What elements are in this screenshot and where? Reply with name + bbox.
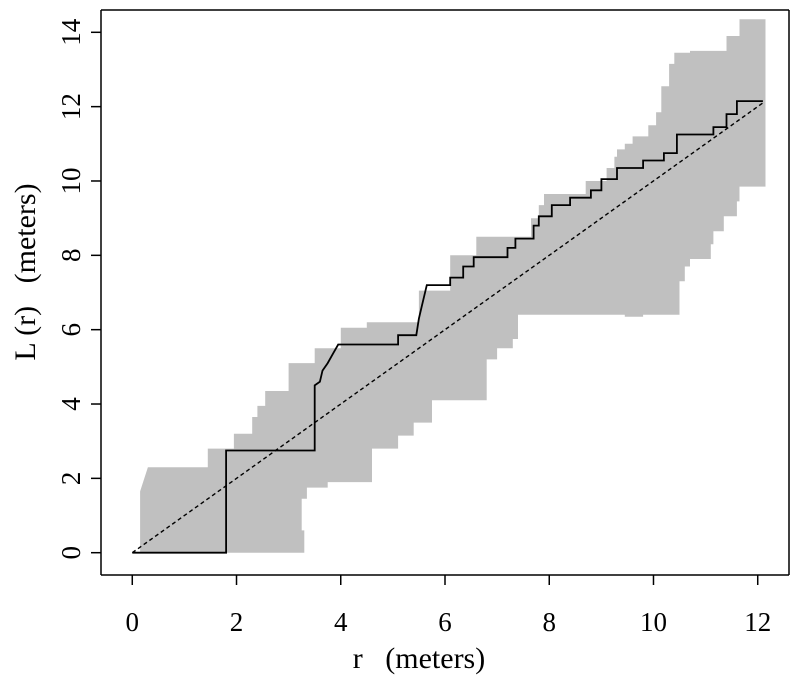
x-tick-label: 12 [744, 607, 771, 637]
y-tick-label: 8 [56, 249, 86, 262]
x-tick-label: 6 [438, 607, 452, 637]
y-tick-label: 0 [56, 546, 86, 560]
x-axis-title: r (meters) [353, 642, 485, 675]
x-tick-label: 10 [640, 607, 667, 637]
y-tick-label: 14 [56, 18, 86, 46]
y-tick-label: 6 [56, 323, 86, 337]
plot-layer [131, 19, 766, 554]
y-tick-label: 10 [56, 168, 86, 195]
observed-line [132, 100, 763, 554]
x-tick-label: 0 [126, 607, 140, 637]
ticks: 0 2 4 6 8 10 12 0 2 4 6 8 10 12 14 [56, 18, 771, 637]
y-tick-label: 4 [56, 397, 86, 411]
y-axis-title: L (r) (meters) [9, 183, 42, 360]
x-tick-label: 8 [542, 607, 556, 637]
y-tick-label: 2 [56, 472, 86, 486]
expected-line [131, 102, 764, 554]
x-tick-label: 4 [334, 607, 348, 637]
confidence-envelope [140, 19, 766, 553]
x-tick-label: 2 [230, 607, 244, 637]
y-tick-label: 12 [56, 93, 86, 120]
